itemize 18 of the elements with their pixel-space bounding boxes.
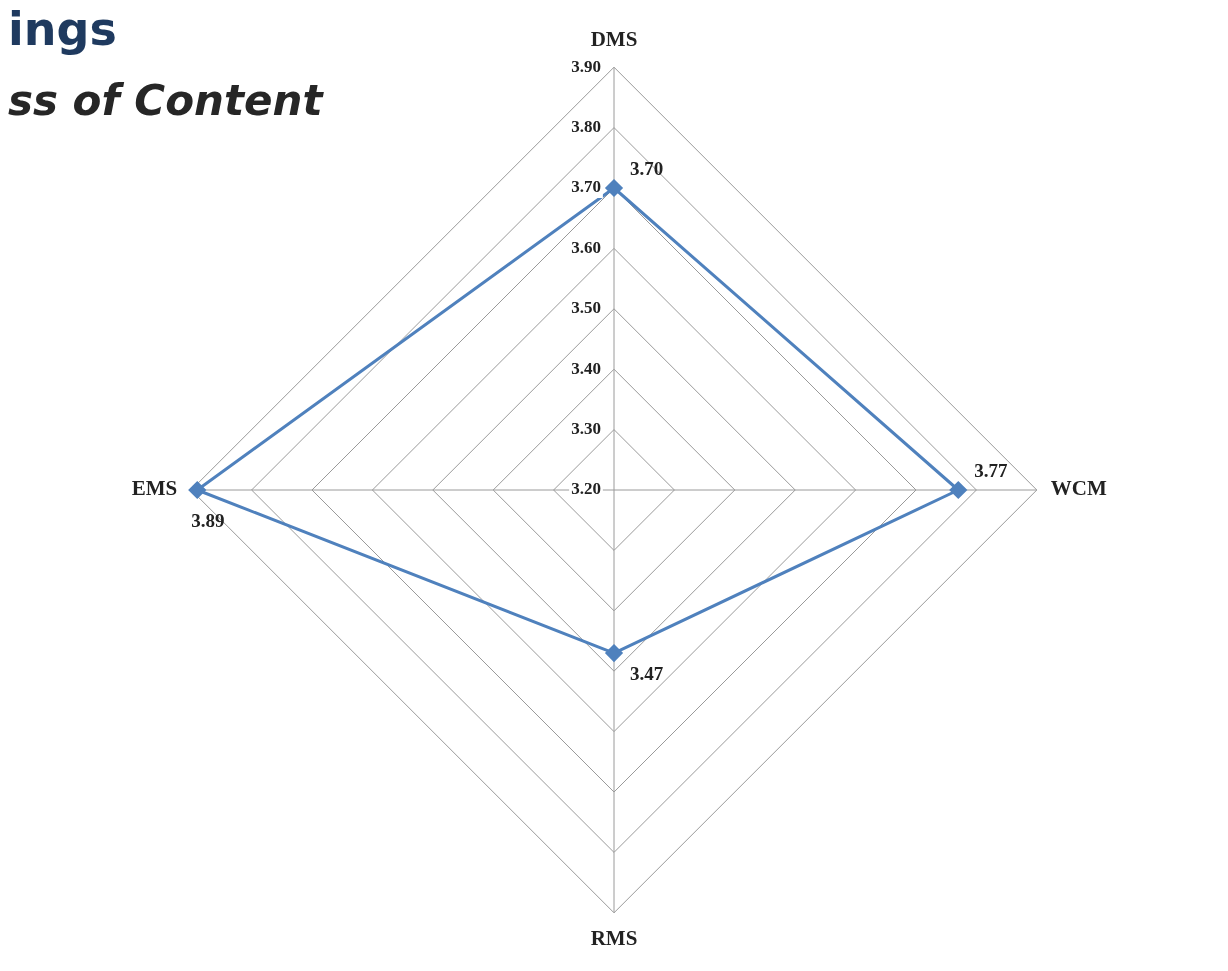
data-label: 3.89	[191, 510, 225, 532]
y-tick-label: 3.80	[571, 116, 601, 136]
data-label: 3.77	[974, 460, 1009, 482]
spoke-label: RMS	[590, 925, 638, 950]
data-label: 3.47	[630, 663, 664, 685]
y-tick-label: 3.70	[571, 177, 601, 197]
spoke-label: DMS	[590, 27, 638, 52]
y-tick-label: 3.20	[571, 479, 601, 499]
chart-title: ings	[8, 2, 117, 56]
y-tick-label: 3.50	[571, 298, 601, 318]
y-tick-label: 3.40	[571, 358, 601, 378]
spoke-label: EMS	[131, 476, 178, 501]
spoke-label: WCM	[1050, 476, 1107, 501]
y-tick-label: 3.30	[571, 418, 601, 438]
y-tick-label: 3.90	[571, 56, 601, 76]
data-label: 3.70	[630, 158, 664, 180]
text: ss of Content	[8, 76, 323, 125]
y-tick-label: 3.60	[571, 237, 601, 257]
